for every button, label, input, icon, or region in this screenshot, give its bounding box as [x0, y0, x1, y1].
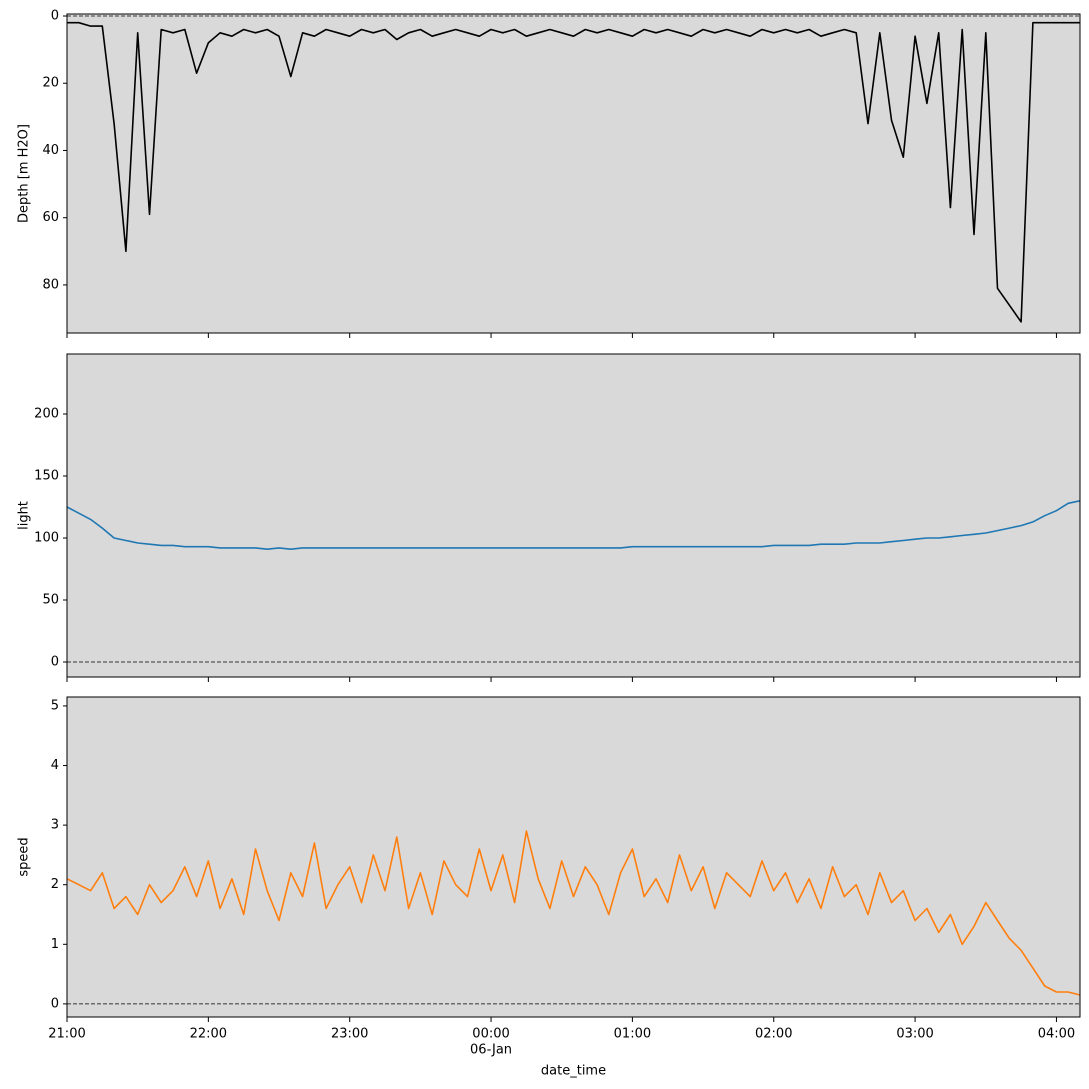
y-tick-label: 20 — [42, 76, 59, 91]
x-tick-sublabel: 06-Jan — [470, 1043, 512, 1058]
y-tick-label: 0 — [51, 9, 59, 24]
y-tick-label: 80 — [42, 277, 59, 292]
y-tick-label: 3 — [51, 818, 59, 833]
y-tick-label: 1 — [51, 937, 59, 952]
plot-background — [67, 14, 1080, 333]
y-axis-label: light — [17, 501, 32, 530]
y-axis-label: Depth [m H2O] — [17, 124, 32, 223]
y-tick-label: 2 — [51, 877, 59, 892]
x-tick-label: 22:00 — [190, 1027, 227, 1042]
plot-frame — [66, 696, 1081, 1018]
x-tick-label: 23:00 — [331, 1027, 368, 1042]
y-tick-label: 60 — [42, 210, 59, 225]
y-tick-label: 40 — [42, 143, 59, 158]
plot-frame — [66, 353, 1081, 678]
data-line — [66, 500, 1081, 550]
plot-background — [67, 354, 1080, 677]
y-tick-label: 200 — [34, 407, 59, 422]
x-tick-label: 01:00 — [614, 1027, 651, 1042]
y-axis-label: speed — [17, 837, 32, 876]
y-tick-label: 4 — [51, 758, 59, 773]
y-tick-label: 100 — [34, 531, 59, 546]
data-line — [66, 830, 1081, 996]
x-tick-label: 02:00 — [755, 1027, 792, 1042]
data-line — [67, 21, 1080, 323]
x-tick-label: 21:00 — [48, 1027, 85, 1042]
y-tick-label: 0 — [51, 996, 59, 1011]
x-tick-label: 00:00 — [472, 1027, 509, 1042]
x-axis-label: date_time — [541, 1064, 606, 1079]
y-tick-label: 5 — [51, 698, 59, 713]
y-tick-label: 0 — [51, 654, 59, 669]
x-tick-label: 04:00 — [1038, 1027, 1075, 1042]
x-tick-label: 03:00 — [896, 1027, 933, 1042]
plot-frame — [66, 13, 1081, 334]
y-tick-label: 150 — [34, 469, 59, 484]
plot-background — [67, 697, 1080, 1017]
y-tick-label: 50 — [42, 593, 59, 608]
